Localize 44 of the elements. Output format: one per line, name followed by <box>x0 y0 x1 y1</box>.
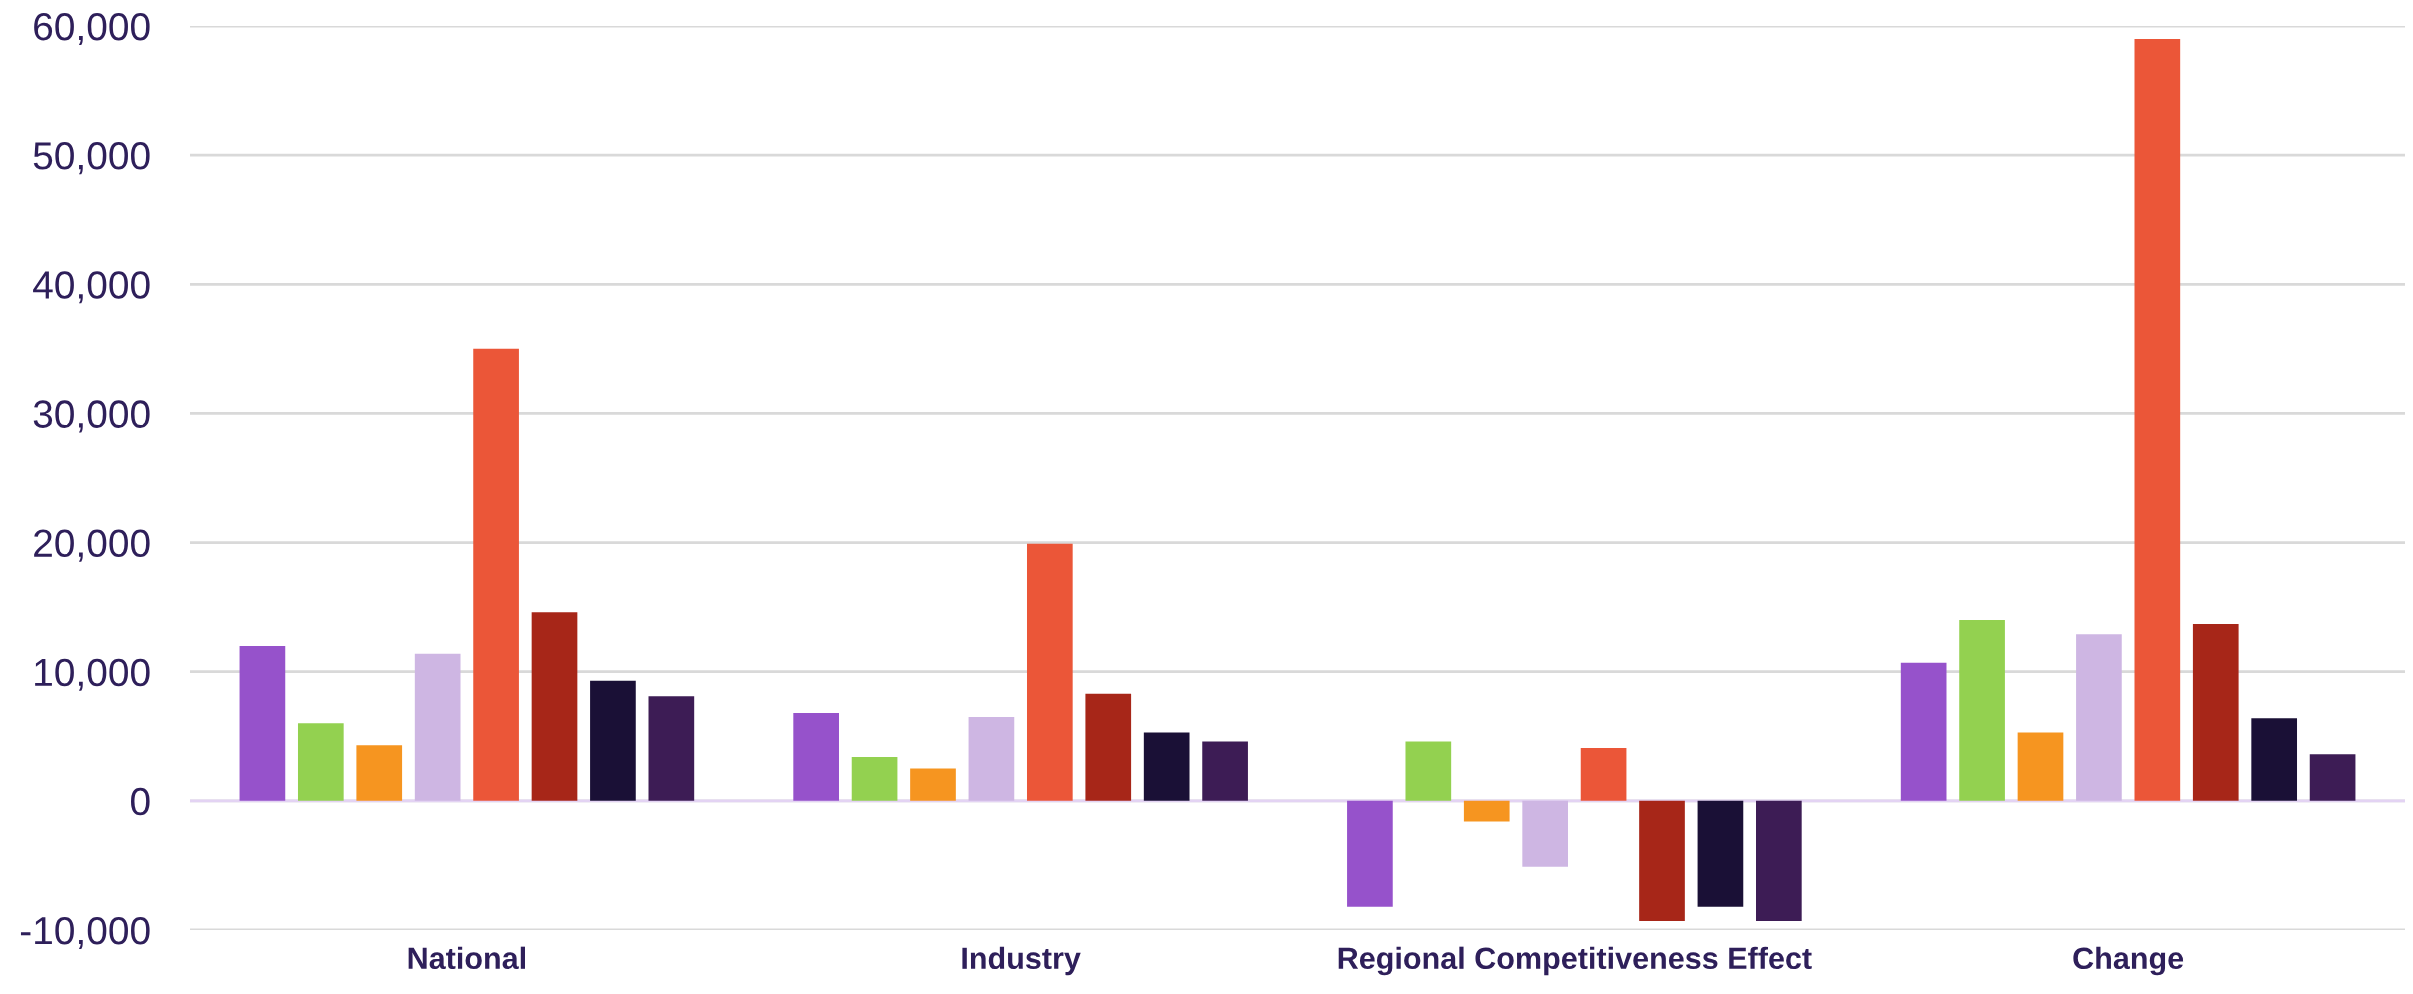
bar <box>531 612 578 801</box>
x-tick-label: National <box>408 946 525 970</box>
bar <box>1202 741 1248 801</box>
y-tick-label: -10,000 <box>20 916 150 950</box>
y-tick-label: 10,000 <box>35 658 150 691</box>
bar <box>1463 800 1510 822</box>
y-tick-label: 30,000 <box>33 400 150 433</box>
bar <box>648 696 695 801</box>
bar <box>968 716 1015 801</box>
y-tick-label: 50,000 <box>33 142 150 175</box>
bar <box>1085 693 1132 801</box>
bar <box>793 713 839 801</box>
bar <box>1639 800 1685 921</box>
y-tick-label: 0 <box>131 787 150 816</box>
bar <box>2192 623 2239 801</box>
bar <box>1580 747 1627 801</box>
x-tick-label: Change <box>2073 946 2184 976</box>
bar <box>1026 543 1073 801</box>
bar <box>1143 732 1190 801</box>
bar <box>590 680 636 801</box>
bar <box>1900 662 1947 801</box>
bar <box>356 745 403 801</box>
bar <box>1405 741 1452 801</box>
bar <box>1347 800 1393 907</box>
bar <box>910 768 956 801</box>
x-tick-label: Regional Competitiveness Effect <box>1338 946 1812 976</box>
bar <box>414 653 461 801</box>
bar <box>297 723 344 801</box>
bar <box>2134 38 2181 801</box>
bar <box>851 756 898 801</box>
bar <box>2309 754 2356 801</box>
bar <box>1522 800 1569 867</box>
y-tick-label: 60,000 <box>34 12 150 46</box>
bar <box>1756 800 1802 921</box>
y-tick-label: 40,000 <box>33 271 150 304</box>
x-tick-label: Industry <box>962 946 1081 976</box>
bar <box>2017 732 2064 801</box>
bar <box>2251 718 2298 801</box>
bar <box>239 645 286 801</box>
bar <box>1959 620 2005 801</box>
bar <box>473 348 519 801</box>
bar <box>2076 634 2122 801</box>
y-tick-label: 20,000 <box>34 529 150 562</box>
bar <box>1697 800 1744 907</box>
